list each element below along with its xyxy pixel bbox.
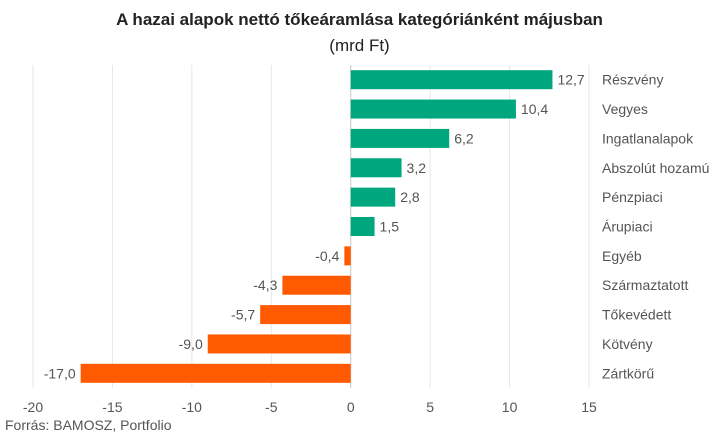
x-tick-label: 5 (426, 399, 434, 415)
value-label: 2,8 (400, 189, 420, 205)
value-label: 3,2 (407, 160, 427, 176)
bar (350, 128, 450, 148)
x-tick-label: 15 (581, 399, 597, 415)
value-label: 12,7 (557, 72, 584, 88)
category-label: Abszolút hozamú (602, 160, 709, 176)
value-label: 1,5 (380, 219, 400, 235)
x-tick-label: -10 (182, 399, 202, 415)
x-tick-label: 0 (347, 399, 355, 415)
category-label: Egyéb (602, 248, 642, 264)
value-label: 6,2 (454, 130, 474, 146)
value-label: -4,3 (253, 277, 277, 293)
value-label: 10,4 (521, 101, 548, 117)
bar (207, 334, 351, 354)
value-label: -17,0 (44, 365, 76, 381)
bar (282, 275, 351, 295)
bar (350, 187, 396, 207)
bar (260, 305, 351, 325)
category-label: Vegyes (602, 101, 648, 117)
value-label: -9,0 (179, 336, 203, 352)
bar (350, 70, 553, 90)
chart-title: A hazai alapok nettó tőkeáramlása kategó… (116, 10, 603, 29)
source-note: Forrás: BAMOSZ, Portfolio (5, 417, 172, 433)
category-label: Részvény (602, 72, 663, 88)
category-label: Ingatlanalapok (602, 130, 694, 146)
category-label: Árupiaci (602, 219, 653, 235)
x-tick-label: -15 (102, 399, 122, 415)
x-tick-label: -5 (265, 399, 278, 415)
value-label: -5,7 (231, 307, 255, 323)
bar (80, 363, 351, 383)
x-tick-label: 10 (502, 399, 518, 415)
bar (350, 217, 375, 236)
value-label: -0,4 (315, 248, 339, 264)
chart-subtitle: (mrd Ft) (329, 36, 390, 55)
category-label: Zártkörű (602, 365, 654, 381)
x-tick-label: -20 (23, 399, 43, 415)
category-label: Kötvény (602, 336, 653, 352)
bar (350, 158, 402, 178)
category-label: Tőkevédett (602, 307, 671, 323)
bar (344, 246, 351, 266)
bar (350, 99, 516, 119)
category-label: Származtatott (602, 277, 688, 293)
category-label: Pénzpiaci (602, 189, 663, 205)
